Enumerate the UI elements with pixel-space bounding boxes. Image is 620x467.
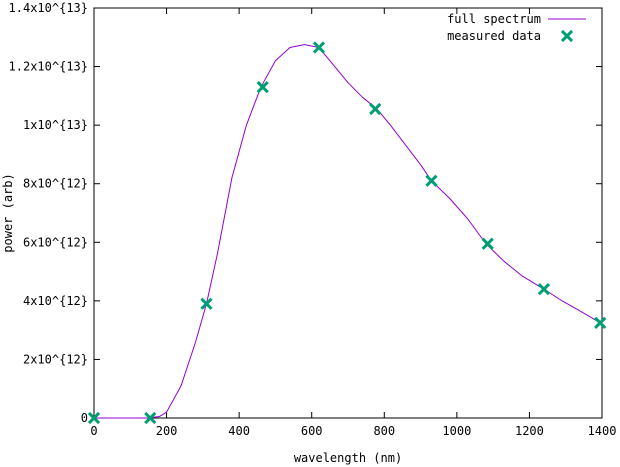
axis-ticks: 0 200 400 600 800 1000 1200 1400 0 2x10^{12} 4x10^… — [9, 1, 617, 438]
measured-data-point-1 — [144, 411, 157, 425]
chart-series — [87, 41, 607, 425]
legend: full spectrum measured data — [447, 12, 586, 43]
plot-frame — [93, 7, 603, 419]
y-tick-label-5: 1x10^{13} — [23, 118, 88, 132]
measured-data-point-8 — [537, 283, 551, 296]
x-axis-label: wavelength (nm) — [294, 451, 402, 465]
measured-data-point-4 — [312, 41, 326, 54]
y-tick-label-3: 6x10^{12} — [23, 235, 88, 249]
x-tick-label-0: 0 — [90, 424, 97, 438]
y-tick-label-4: 8x10^{12} — [23, 177, 88, 191]
full-spectrum-line — [94, 44, 601, 419]
x-tick-label-2: 400 — [228, 424, 250, 438]
x-tick-label-3: 600 — [301, 424, 323, 438]
x-tick-label-5: 1000 — [442, 424, 471, 438]
x-tick-label-7: 1400 — [588, 424, 617, 438]
legend-label-full-spectrum: full spectrum — [447, 12, 541, 26]
y-tick-label-1: 2x10^{12} — [23, 352, 88, 366]
measured-data-point-3 — [256, 80, 269, 94]
measured-data-point-2 — [200, 297, 213, 310]
x-tick-label-6: 1200 — [515, 424, 544, 438]
measured-data-point-5 — [369, 102, 382, 116]
y-axis-label: power (arb) — [1, 173, 15, 252]
measured-data-point-9 — [594, 316, 607, 329]
legend-swatch-measured-data — [560, 29, 574, 43]
measured-data-point-0 — [87, 411, 101, 425]
y-tick-label-2: 4x10^{12} — [23, 294, 88, 308]
y-tick-label-6: 1.2x10^{13} — [9, 60, 88, 74]
measured-data-point-7 — [481, 237, 494, 250]
legend-label-measured-data: measured data — [447, 29, 541, 43]
x-tick-label-4: 800 — [373, 424, 395, 438]
y-tick-label-7: 1.4x10^{13} — [9, 1, 88, 15]
y-tick-label-0: 0 — [81, 411, 88, 425]
measured-data-point-6 — [425, 174, 438, 187]
x-tick-label-1: 200 — [156, 424, 178, 438]
